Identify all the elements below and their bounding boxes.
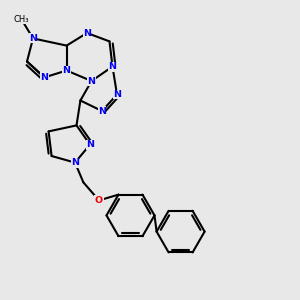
Text: N: N	[88, 76, 95, 85]
Text: N: N	[71, 158, 79, 167]
Text: N: N	[83, 28, 91, 38]
Text: O: O	[95, 196, 103, 205]
Text: N: N	[109, 62, 116, 71]
Text: N: N	[63, 66, 70, 75]
Text: CH₃: CH₃	[14, 15, 29, 24]
Text: N: N	[40, 73, 48, 82]
Text: N: N	[86, 140, 94, 149]
Text: N: N	[113, 90, 121, 99]
Text: N: N	[98, 106, 106, 116]
Text: N: N	[29, 34, 37, 43]
